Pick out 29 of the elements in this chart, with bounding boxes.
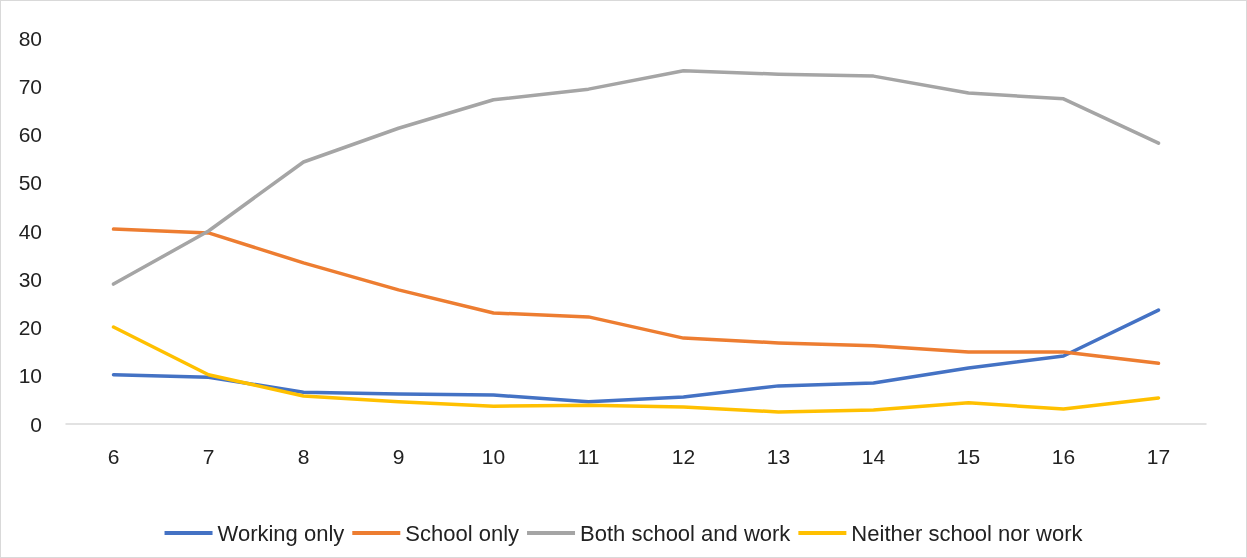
legend-label: Both school and work [580,520,792,546]
x-tick-label: 15 [956,445,981,468]
x-tick-label: 8 [297,445,310,468]
x-tick-label: 10 [481,445,506,468]
x-tick-label: 9 [392,445,405,468]
legend-label: Neither school nor work [851,520,1084,546]
y-tick-label: 30 [18,267,42,291]
y-tick-label: 50 [18,171,42,195]
legend-label: Working only [217,520,345,546]
legend-label: School only [405,520,520,546]
x-tick-label: 16 [1051,445,1076,468]
line-series [111,325,1161,414]
y-tick-label: 20 [18,316,42,339]
x-tick-label: 11 [577,445,600,468]
x-tick-label: 12 [671,445,696,468]
line-series [111,227,1161,365]
y-tick-label: 0 [30,412,42,436]
x-tick-label: 7 [202,445,215,468]
line-series [111,69,1161,286]
x-tick-label: 14 [861,445,886,468]
y-tick-label: 10 [18,364,42,388]
y-tick-label: 80 [18,26,42,50]
x-tick-label: 13 [766,445,791,468]
line-series [111,308,1161,404]
y-tick-label: 70 [18,74,42,98]
x-tick-label: 6 [107,445,120,468]
y-tick-label: 40 [18,219,42,243]
y-tick-label: 60 [18,123,42,146]
x-tick-label: 17 [1146,445,1171,468]
